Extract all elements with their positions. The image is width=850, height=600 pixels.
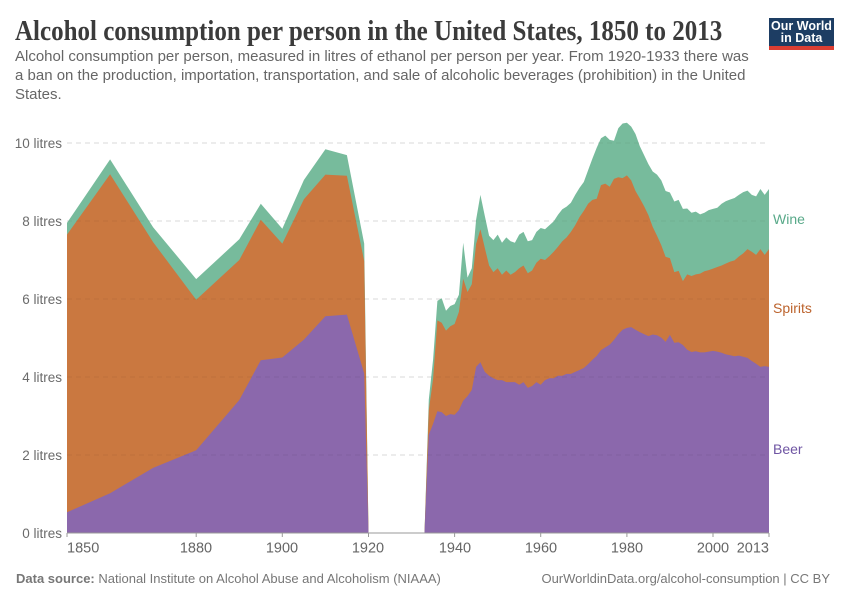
svg-text:Beer: Beer: [773, 441, 803, 457]
svg-text:Wine: Wine: [773, 211, 805, 227]
svg-text:1920: 1920: [352, 541, 384, 557]
svg-text:2013: 2013: [737, 541, 769, 557]
svg-text:4 litres: 4 litres: [22, 370, 62, 385]
svg-text:1900: 1900: [266, 541, 298, 557]
svg-text:2000: 2000: [697, 541, 729, 557]
svg-text:0 litres: 0 litres: [22, 526, 62, 541]
svg-text:1850: 1850: [67, 541, 99, 557]
svg-text:1940: 1940: [439, 541, 471, 557]
svg-text:6 litres: 6 litres: [22, 292, 62, 307]
svg-text:2 litres: 2 litres: [22, 448, 62, 463]
svg-text:1980: 1980: [611, 541, 643, 557]
svg-text:10 litres: 10 litres: [15, 136, 63, 151]
svg-text:1960: 1960: [525, 541, 557, 557]
svg-text:Spirits: Spirits: [773, 300, 812, 316]
svg-text:8 litres: 8 litres: [22, 214, 62, 229]
svg-text:1880: 1880: [180, 541, 212, 557]
